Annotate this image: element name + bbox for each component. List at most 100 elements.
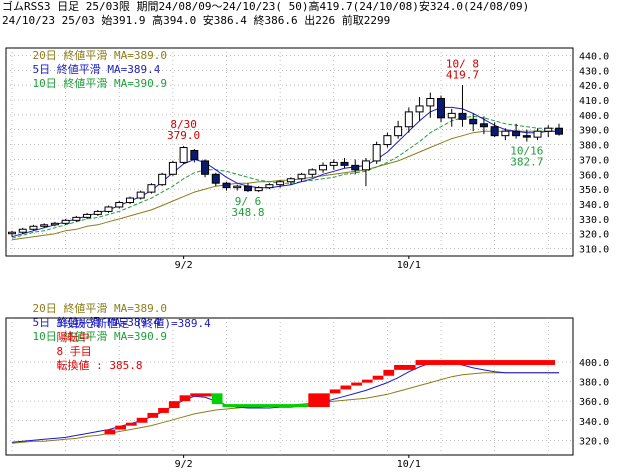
legend-ma10: 10日 終値平滑 MA=390.9: [32, 77, 167, 90]
price-chart-ytick-label: 410.0: [579, 96, 609, 107]
renko-brick: [136, 417, 148, 423]
annotation-value: 379.0: [167, 129, 200, 142]
legend-ma20: 20日 終値平滑 MA=389.0: [32, 302, 167, 315]
candle-body: [18, 228, 27, 233]
top-legend: 20日 終値平滑 MA=389.0 5日 終値平滑 MA=389.4 10日 終…: [6, 35, 167, 105]
candle-body: [104, 206, 113, 212]
legend-ma5: 5日 終値平滑 MA=389.4: [32, 63, 161, 76]
renko-brick: [361, 379, 373, 383]
renko-chart-xtick-label: 10/1: [397, 459, 421, 470]
renko-chart-ytick-label: 340.0: [579, 417, 609, 428]
candle-body: [93, 210, 102, 215]
ma20-line: [11, 130, 559, 241]
price-chart-ytick-label: 320.0: [579, 230, 609, 241]
candle-body: [372, 144, 381, 162]
candle-body: [158, 173, 167, 186]
renko-brick: [179, 395, 191, 402]
renko-brick: [147, 412, 159, 418]
candle-body: [308, 169, 317, 175]
header-line-1: ゴムRSS3 日足 25/03限 期間24/08/09～24/10/23( 50…: [2, 0, 530, 13]
candle-body: [222, 182, 231, 189]
renko-brick: [222, 404, 309, 408]
candle-body: [168, 161, 177, 175]
candle-body: [555, 127, 563, 135]
annotation-date: 9/ 6: [235, 195, 262, 208]
candle-body: [254, 187, 263, 192]
renko-chart-frame: [5, 317, 574, 456]
renko-brick: [125, 422, 137, 426]
candle-body: [233, 185, 242, 189]
renko-brick: [383, 369, 395, 376]
candle-body: [115, 202, 124, 208]
bottom-legend-2: 3段抜き新値足 (終値)=389.4 陽転中 8 手目 転換値 : 385.8: [30, 303, 211, 387]
candle-body: [265, 184, 274, 189]
legend-status: 陽転中: [56, 331, 90, 344]
candle-body: [351, 164, 360, 171]
candle-body: [286, 178, 295, 183]
candle-body: [426, 98, 435, 107]
candle-body: [533, 130, 542, 138]
price-chart-ytick-label: 340.0: [579, 200, 609, 211]
candle-body: [276, 181, 285, 186]
candle-body: [329, 161, 338, 166]
candle-body: [211, 173, 220, 184]
renko-brick: [340, 385, 352, 390]
legend-reversal: 転換値 : 385.8: [56, 359, 143, 372]
candle-body: [243, 185, 252, 192]
candle-body: [383, 135, 392, 146]
legend-new-price: 3段抜き新値足 (終値)=389.4: [56, 317, 211, 330]
candle-body: [490, 126, 499, 137]
candle-body: [50, 222, 59, 226]
renko-brick: [168, 401, 180, 409]
renko-brick: [190, 393, 212, 397]
candle-body: [479, 123, 488, 128]
price-chart-ytick-label: 370.0: [579, 155, 609, 166]
renko-brick: [211, 393, 223, 405]
candle-body: [147, 184, 156, 193]
renko-brick: [415, 360, 555, 365]
candle-body: [61, 219, 70, 224]
candle-body: [415, 105, 424, 113]
legend-ma5: 5日 終値平滑 MA=389.4: [32, 316, 161, 329]
candle-body: [190, 150, 199, 160]
legend-ma10: 10日 終値平滑 MA=390.9: [32, 330, 167, 343]
candle-body: [179, 147, 188, 163]
renko-brick: [115, 425, 126, 430]
price-chart-frame: [5, 47, 574, 257]
candle-body: [29, 225, 38, 230]
price-chart-ytick-label: 440.0: [579, 51, 609, 62]
annotation-date: 10/16: [510, 145, 543, 158]
candle-body: [437, 98, 446, 119]
renko-ma20-line: [11, 372, 559, 444]
annotation-date: 8/30: [170, 118, 197, 131]
candle-body: [201, 160, 210, 175]
renko-chart-xtick-label: 9/2: [175, 459, 193, 470]
ma5-line: [11, 106, 559, 238]
candle-body: [544, 127, 553, 132]
price-chart-ytick-label: 350.0: [579, 185, 609, 196]
renko-chart-ytick-label: 320.0: [579, 436, 609, 447]
price-chart-ytick-label: 400.0: [579, 111, 609, 122]
renko-brick: [308, 393, 330, 408]
candle-body: [297, 173, 306, 180]
candle-body: [522, 135, 531, 138]
annotation-value: 419.7: [446, 69, 479, 82]
renko-chart-ytick-label: 360.0: [579, 397, 609, 408]
candle-body: [125, 197, 134, 204]
bottom-legend: 20日 終値平滑 MA=389.0 5日 終値平滑 MA=389.4 10日 終…: [6, 288, 167, 358]
candle-body: [8, 231, 16, 235]
candle-body: [501, 130, 510, 137]
price-chart-ytick-label: 380.0: [579, 141, 609, 152]
price-chart-ytick-label: 390.0: [579, 126, 609, 137]
annotation-date: 10/ 8: [446, 58, 479, 71]
legend-step: 8 手目: [56, 345, 92, 358]
legend-ma20: 20日 終値平滑 MA=389.0: [32, 49, 167, 62]
candle-body: [469, 118, 478, 125]
candle-body: [404, 111, 413, 128]
price-chart-ytick-label: 310.0: [579, 245, 609, 256]
candle-body: [83, 213, 92, 218]
price-chart-ytick-label: 420.0: [579, 81, 609, 92]
renko-brick: [329, 389, 341, 394]
